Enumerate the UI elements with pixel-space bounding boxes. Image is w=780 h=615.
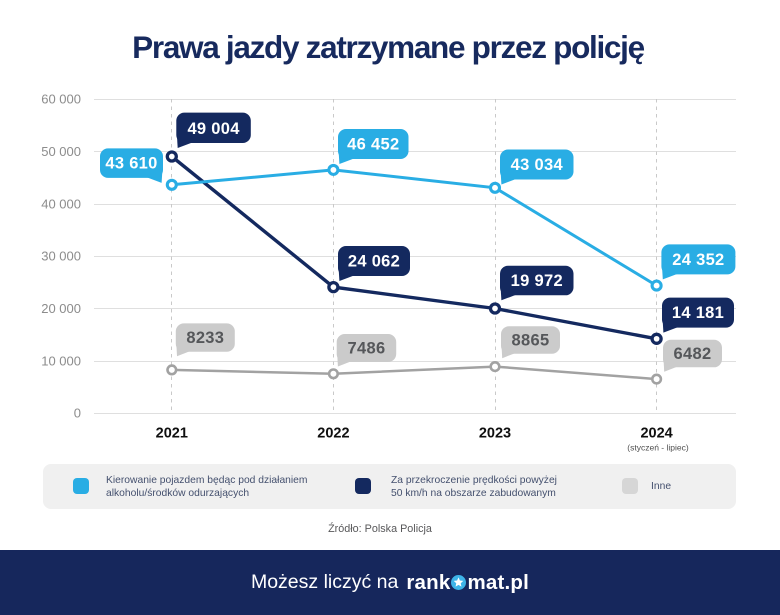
svg-text:2024: 2024 xyxy=(640,425,672,441)
svg-text:10 000: 10 000 xyxy=(41,353,81,368)
svg-text:49 004: 49 004 xyxy=(187,120,240,138)
svg-text:6482: 6482 xyxy=(674,345,712,363)
svg-text:2023: 2023 xyxy=(479,425,511,441)
svg-text:7486: 7486 xyxy=(348,340,386,358)
svg-text:8865: 8865 xyxy=(512,331,550,349)
svg-text:8233: 8233 xyxy=(186,329,224,347)
svg-text:24 062: 24 062 xyxy=(348,253,400,271)
svg-text:43 034: 43 034 xyxy=(511,156,564,174)
svg-text:(styczeń - lipiec): (styczeń - lipiec) xyxy=(627,443,689,453)
svg-text:19 972: 19 972 xyxy=(511,272,563,290)
svg-text:14 181: 14 181 xyxy=(672,304,724,322)
svg-text:60 000: 60 000 xyxy=(41,92,81,107)
svg-text:43 610: 43 610 xyxy=(105,155,157,173)
svg-text:30 000: 30 000 xyxy=(41,249,81,264)
svg-text:0: 0 xyxy=(74,406,81,421)
svg-text:46 452: 46 452 xyxy=(347,136,399,154)
svg-text:20 000: 20 000 xyxy=(41,301,81,316)
svg-text:40 000: 40 000 xyxy=(41,196,81,211)
svg-text:50 000: 50 000 xyxy=(41,144,81,159)
svg-text:24 352: 24 352 xyxy=(672,251,724,269)
svg-text:2021: 2021 xyxy=(156,425,188,441)
svg-text:2022: 2022 xyxy=(317,425,349,441)
